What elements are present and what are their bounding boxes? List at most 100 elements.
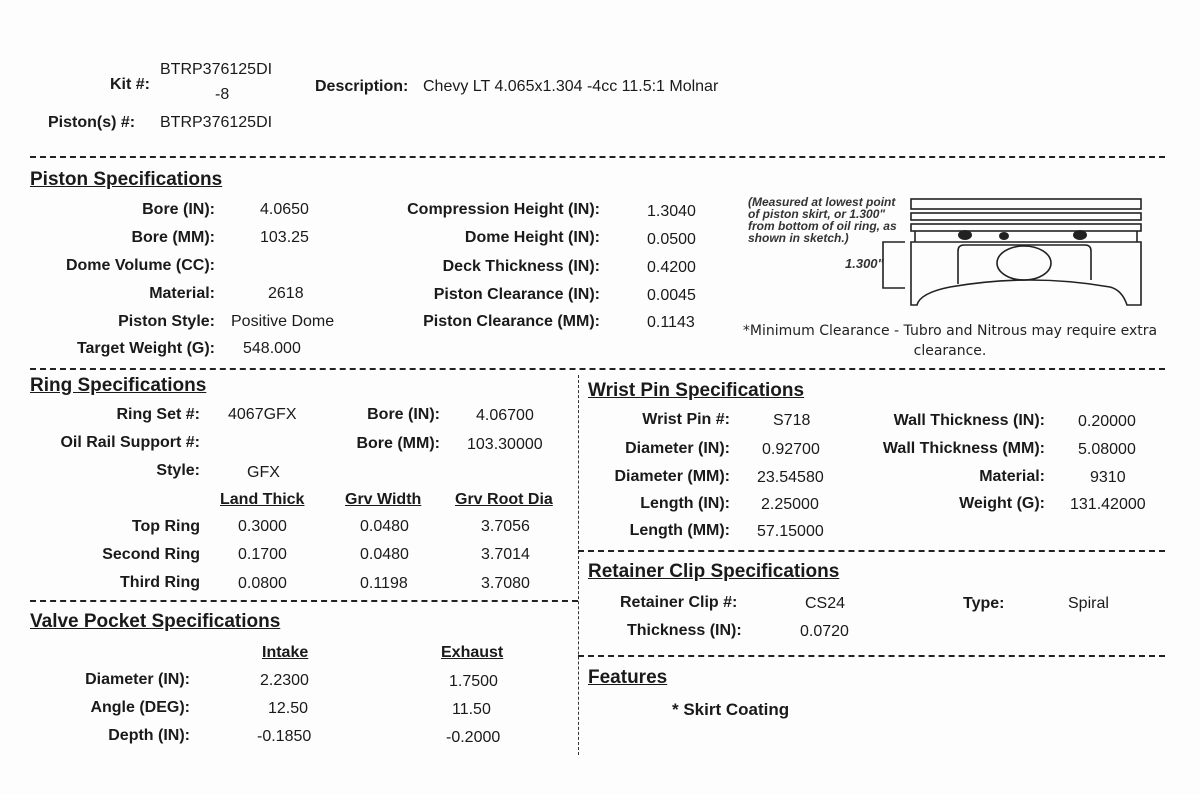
divider	[30, 156, 1165, 158]
wrist-pin-value: 23.54580	[757, 469, 824, 486]
spec-value: 2618	[268, 285, 304, 302]
sketch-note: from bottom of oil ring, as	[748, 219, 897, 233]
valve-row-label: Diameter (IN):	[85, 671, 190, 688]
piston-sketch-icon	[882, 198, 1142, 306]
ring-cell: 0.1700	[238, 546, 287, 563]
ring-cell: 3.7014	[481, 546, 530, 563]
retainer-clip-title: Retainer Clip Specifications	[588, 561, 840, 582]
spec-value: 0.1143	[647, 314, 695, 331]
wrist-pin-value: 0.20000	[1078, 413, 1136, 430]
ring-bore-mm-value: 103.30000	[467, 436, 543, 453]
ring-bore-in-label: Bore (IN):	[367, 406, 440, 423]
ring-row-label: Third Ring	[120, 574, 200, 591]
wrist-pin-label: Wall Thickness (MM):	[882, 440, 1045, 457]
type-value: Spiral	[1068, 595, 1109, 612]
ring-row-label: Second Ring	[102, 546, 200, 563]
wrist-pin-label: Wall Thickness (IN):	[893, 412, 1045, 429]
ring-specs-title: Ring Specifications	[30, 375, 207, 396]
ring-cell: 0.0800	[238, 575, 287, 592]
wrist-pin-value: 57.15000	[757, 523, 824, 540]
column-divider	[578, 375, 579, 755]
kit-label: Kit #:	[110, 76, 150, 93]
wrist-pin-value: 0.92700	[762, 441, 820, 458]
thickness-label: Thickness (IN):	[627, 622, 742, 639]
sketch-note: (Measured at lowest point	[748, 195, 896, 209]
column-header: Grv Root Dia	[455, 491, 553, 508]
spec-label: Deck Thickness (IN):	[442, 258, 600, 275]
wrist-pin-value: S718	[773, 412, 811, 429]
divider	[578, 655, 1165, 657]
ring-cell: 3.7056	[481, 518, 530, 535]
spec-value: 1.3040	[647, 203, 696, 220]
wrist-pin-value: 5.08000	[1078, 441, 1136, 458]
column-header: Land Thick	[220, 491, 305, 508]
spec-value: Positive Dome	[231, 313, 335, 330]
sketch-note: of piston skirt, or 1.300"	[748, 207, 886, 221]
valve-cell: -0.1850	[257, 728, 312, 745]
spec-value: 4.0650	[260, 201, 309, 218]
retainer-clip-label: Retainer Clip #:	[620, 594, 738, 611]
valve-row-label: Angle (DEG):	[90, 699, 190, 716]
column-header: Grv Width	[345, 491, 422, 508]
sketch-note: shown in sketch.)	[748, 231, 849, 245]
wrist-pin-label: Diameter (IN):	[625, 440, 730, 457]
valve-cell: 1.7500	[449, 673, 498, 690]
valve-cell: 2.2300	[260, 672, 309, 689]
clearance-note: *Minimum Clearance - Tubro and Nitrous m…	[742, 323, 1158, 339]
clearance-note: clearance.	[913, 343, 987, 359]
wrist-pin-label: Wrist Pin #:	[642, 411, 730, 428]
oil-rail-label: Oil Rail Support #:	[60, 434, 200, 451]
spec-label: Piston Clearance (IN):	[433, 286, 600, 303]
valve-cell: -0.2000	[446, 729, 501, 746]
ring-cell: 0.3000	[238, 518, 287, 535]
divider	[578, 550, 1165, 552]
description-label: Description:	[315, 78, 409, 95]
wrist-pin-value: 131.42000	[1070, 496, 1146, 513]
type-label: Type:	[963, 595, 1005, 612]
wrist-pin-label: Length (IN):	[640, 495, 730, 512]
divider	[30, 600, 578, 602]
ring-row-label: Top Ring	[131, 518, 200, 535]
valve-pocket-title: Valve Pocket Specifications	[30, 611, 281, 632]
valve-cell: 12.50	[268, 700, 309, 717]
ring-set-value: 4067GFX	[228, 406, 297, 423]
divider	[30, 368, 1165, 370]
wrist-pin-label: Material:	[979, 468, 1045, 485]
spec-label: Dome Volume (CC):	[65, 257, 215, 274]
spec-label: Bore (MM):	[131, 229, 215, 246]
wrist-pin-label: Length (MM):	[629, 522, 730, 539]
sketch-dimension: 1.300"	[845, 256, 884, 271]
column-header: Exhaust	[441, 644, 504, 661]
spec-value: 548.000	[243, 340, 301, 357]
feature-item: * Skirt Coating	[672, 700, 790, 719]
wrist-pin-value: 2.25000	[761, 496, 819, 513]
spec-label: Dome Height (IN):	[464, 229, 600, 246]
thickness-value: 0.0720	[800, 623, 849, 640]
spec-label: Bore (IN):	[142, 201, 215, 218]
valve-row-label: Depth (IN):	[108, 727, 190, 744]
piston-specs-title: Piston Specifications	[30, 169, 223, 190]
spec-value: 0.0500	[647, 231, 696, 248]
retainer-clip-value: CS24	[805, 595, 846, 612]
spec-label: Target Weight (G):	[76, 340, 215, 357]
kit-value-line1: BTRP376125DI	[160, 61, 273, 78]
spec-label: Piston Style:	[118, 313, 215, 330]
spec-value: 103.25	[260, 229, 309, 246]
spec-label: Compression Height (IN):	[407, 201, 600, 218]
column-header: Intake	[262, 644, 309, 661]
ring-cell: 0.0480	[360, 546, 409, 563]
ring-bore-mm-label: Bore (MM):	[356, 435, 440, 452]
style-label: Style:	[156, 462, 200, 479]
ring-cell: 3.7080	[481, 575, 530, 592]
pistons-label: Piston(s) #:	[48, 114, 136, 131]
spec-value: 0.0045	[647, 287, 696, 304]
valve-cell: 11.50	[452, 701, 491, 718]
features-title: Features	[588, 667, 668, 688]
spec-label: Piston Clearance (MM):	[423, 313, 600, 330]
wrist-pin-value: 9310	[1090, 469, 1126, 486]
wrist-pin-title: Wrist Pin Specifications	[588, 380, 805, 401]
ring-cell: 0.0480	[360, 518, 409, 535]
ring-cell: 0.1198	[360, 575, 408, 592]
ring-set-label: Ring Set #:	[116, 406, 200, 423]
